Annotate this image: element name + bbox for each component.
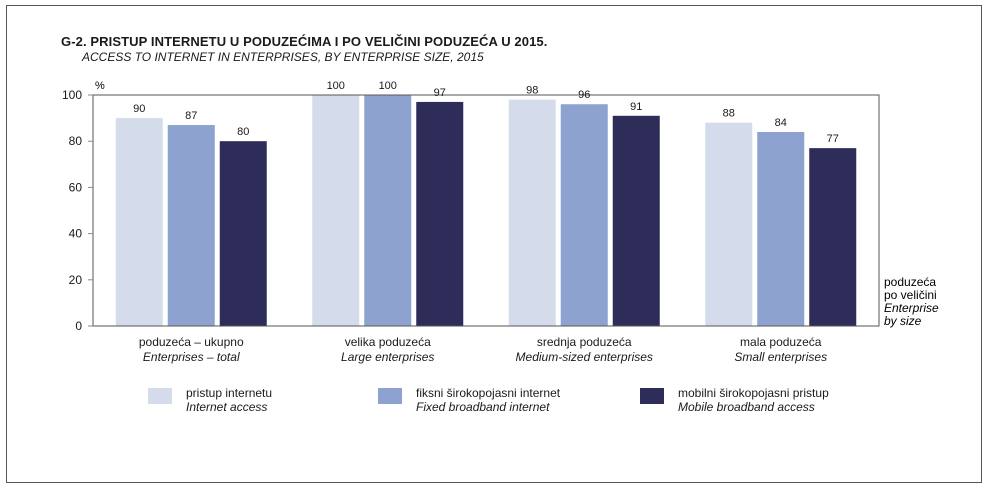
x-axis-title-en-1: Enterprise [884, 301, 939, 315]
y-tick-label: 40 [69, 227, 83, 241]
legend-swatch-fixed-broadband [378, 388, 402, 404]
x-category-label-en: Medium-sized enterprises [516, 350, 653, 364]
x-category-label-hr: poduzeća – ukupno [139, 335, 244, 349]
bar-value-label: 87 [185, 110, 197, 122]
x-category-label-en: Enterprises – total [143, 350, 240, 364]
bar-value-label: 90 [133, 103, 145, 115]
legend-item-mobile-broadband: mobilni širokopojasni pristup Mobile bro… [640, 386, 829, 414]
bar-value-label: 88 [723, 108, 735, 120]
x-category-label-en: Small enterprises [734, 350, 827, 364]
bar-internet-access [312, 95, 360, 326]
bar-value-label: 100 [379, 80, 397, 92]
plot-area-border [92, 94, 880, 327]
x-axis-title-hr-2: po veličini [884, 288, 937, 302]
bar-fixed-broadband [757, 131, 805, 326]
legend-swatch-mobile-broadband [640, 388, 664, 404]
bar-value-label: 80 [237, 126, 249, 138]
bar-value-label: 96 [578, 89, 590, 101]
legend-label-hr: pristup internetu [186, 386, 273, 400]
y-axis-unit: % [95, 80, 105, 92]
x-category-label-en: Large enterprises [341, 350, 434, 364]
y-tick-label: 80 [69, 134, 83, 148]
legend-label-hr: mobilni širokopojasni pristup [678, 386, 829, 400]
legend-item-fixed-broadband: fiksni širokopojasni internet Fixed broa… [378, 386, 560, 414]
x-category-label-hr: mala poduzeća [740, 335, 822, 349]
chart-title: G-2. PRISTUP INTERNETU U PODUZEĆIMA I PO… [61, 34, 548, 49]
figure-frame [6, 5, 982, 483]
bar-fixed-broadband [167, 125, 215, 326]
legend-label-hr: fiksni širokopojasni internet [416, 386, 561, 400]
bar-value-label: 100 [327, 80, 345, 92]
bar-mobile-broadband [219, 141, 267, 326]
bar-mobile-broadband [809, 148, 857, 326]
x-axis-title-en-2: by size [884, 314, 922, 328]
bar-fixed-broadband [364, 95, 412, 326]
bar-internet-access [508, 99, 556, 327]
bar-internet-access [115, 118, 163, 326]
bar-mobile-broadband [416, 101, 464, 327]
bar-value-label: 91 [630, 101, 642, 113]
bar-mobile-broadband [612, 115, 660, 326]
bar-value-label: 84 [775, 117, 787, 129]
legend-swatch-internet-access [148, 388, 172, 404]
legend-label-en: Mobile broadband access [678, 400, 815, 414]
y-tick-label: 60 [69, 180, 83, 194]
y-tick-label: 100 [62, 88, 82, 102]
y-tick-label: 0 [75, 319, 82, 333]
legend-label-en: Fixed broadband internet [416, 400, 550, 414]
x-category-label-hr: velika poduzeća [345, 335, 431, 349]
bar-internet-access [705, 122, 753, 326]
bar-value-label: 98 [526, 85, 538, 97]
legend-item-internet-access: pristup internetu Internet access [148, 386, 272, 414]
legend-label-en: Internet access [186, 400, 268, 414]
bar-fixed-broadband [560, 104, 608, 327]
y-tick-label: 20 [69, 273, 83, 287]
x-category-label-hr: srednja poduzeća [537, 335, 632, 349]
bar-value-label: 77 [827, 133, 839, 145]
bar-value-label: 97 [434, 87, 446, 99]
x-axis-title-hr-1: poduzeća [884, 275, 936, 289]
chart-subtitle: ACCESS TO INTERNET IN ENTERPRISES, BY EN… [82, 50, 484, 64]
